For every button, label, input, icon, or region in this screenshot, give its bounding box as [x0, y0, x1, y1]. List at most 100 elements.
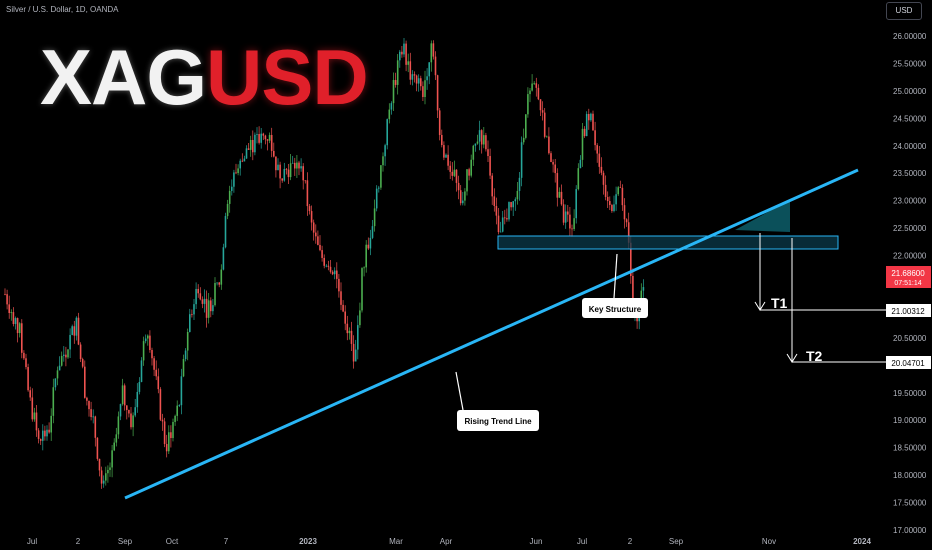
- candle-body: [396, 60, 399, 85]
- candle-body: [373, 208, 376, 227]
- candle-body: [455, 169, 458, 183]
- x-tick-label: Jul: [577, 537, 587, 546]
- candle-body: [123, 385, 126, 406]
- candle-body: [411, 74, 414, 80]
- candle-body: [147, 335, 149, 339]
- candle-body: [302, 166, 304, 181]
- candle-body: [184, 350, 187, 360]
- candle-body: [378, 187, 380, 189]
- candle-body: [44, 430, 46, 437]
- candle-body: [449, 165, 451, 172]
- key-structure-zone: [497, 235, 839, 250]
- candle-body: [285, 168, 288, 170]
- candle-body: [390, 103, 393, 110]
- candle-body: [451, 171, 454, 176]
- candle-body: [323, 257, 325, 266]
- candle-body: [254, 134, 256, 153]
- candle-body: [436, 75, 439, 111]
- candle-body: [459, 190, 462, 204]
- candle-body: [512, 201, 514, 208]
- candle-body: [363, 267, 365, 269]
- candle-body: [235, 172, 237, 174]
- candle-body: [348, 330, 351, 334]
- candle-body: [556, 173, 559, 198]
- candle-body: [365, 244, 367, 268]
- symbol-header[interactable]: Silver / U.S. Dollar, 1D, OANDA: [6, 5, 119, 14]
- candle-body: [573, 218, 575, 230]
- candle-body: [606, 196, 609, 202]
- candle-body: [518, 177, 521, 191]
- candle-body: [25, 358, 27, 368]
- candle-body: [291, 162, 294, 164]
- candle-body: [485, 135, 487, 150]
- candle-body: [67, 349, 69, 358]
- trend-line-callout[interactable]: Rising Trend Line: [457, 410, 539, 431]
- candle-body: [134, 407, 136, 416]
- candle-body: [262, 133, 265, 136]
- candle-body: [501, 217, 504, 232]
- candle-body: [275, 156, 277, 171]
- candle-body: [16, 318, 19, 334]
- candle-body: [4, 293, 6, 295]
- candle-body: [228, 190, 231, 204]
- t1-price-tag: 21.00312: [886, 304, 931, 317]
- candle-body: [625, 219, 628, 223]
- candle-body: [409, 61, 412, 80]
- key-structure-text: Key Structure: [589, 305, 642, 314]
- y-tick-label: 17.50000: [893, 499, 927, 508]
- y-tick-label: 18.50000: [893, 444, 927, 453]
- candle-body: [495, 205, 498, 216]
- candle-body: [609, 201, 611, 205]
- candle-body: [310, 211, 313, 223]
- candle-body: [457, 182, 460, 191]
- x-tick-label: Oct: [166, 537, 179, 546]
- candle-body: [29, 390, 31, 398]
- candle-body: [247, 148, 250, 150]
- candle-body: [413, 74, 416, 76]
- candle-body: [35, 412, 38, 431]
- candle-body: [428, 62, 430, 77]
- candle-body: [483, 135, 485, 145]
- candle-body: [426, 76, 428, 81]
- candle-body: [583, 128, 586, 137]
- candle-body: [105, 473, 107, 481]
- candle-body: [487, 149, 489, 157]
- candle-body: [63, 354, 65, 356]
- key-structure-pointer: [613, 253, 618, 299]
- rising-trend-line[interactable]: [124, 168, 859, 500]
- candle-body: [210, 300, 212, 312]
- candle-body: [352, 343, 355, 362]
- candle-body: [220, 269, 223, 285]
- candle-body: [176, 405, 178, 416]
- candle-body: [81, 359, 84, 367]
- candle-body: [71, 326, 73, 335]
- time-axis[interactable]: Jul 2 Sep Oct 7 2023 Mar Apr Jun Jul 2 Sep Nov 2024: [27, 537, 872, 546]
- candle-body: [195, 288, 197, 305]
- candle-body: [403, 43, 405, 55]
- key-structure-callout[interactable]: Key Structure: [582, 298, 648, 318]
- candle-body: [222, 247, 225, 270]
- candle-body: [42, 430, 44, 441]
- candle-body: [84, 366, 86, 398]
- candle-body: [344, 311, 346, 324]
- candle-body: [369, 237, 372, 249]
- candle-body: [178, 405, 181, 406]
- candle-body: [417, 78, 420, 84]
- y-tick-label: 22.50000: [893, 224, 927, 233]
- candle-body: [212, 305, 214, 312]
- candle-body: [216, 282, 218, 284]
- candle-body: [441, 134, 443, 146]
- currency-button[interactable]: USD: [886, 2, 922, 20]
- candle-body: [283, 168, 286, 181]
- t2-price-tag: 20.04701: [886, 356, 931, 369]
- candle-body: [627, 222, 630, 243]
- candle-body: [243, 158, 246, 162]
- y-tick-label: 24.50000: [893, 114, 927, 123]
- candle-body: [119, 404, 122, 417]
- candle-body: [182, 359, 185, 377]
- candle-body: [478, 130, 481, 142]
- candle-body: [640, 290, 643, 301]
- candle-body: [264, 135, 267, 140]
- candle-body: [535, 83, 538, 88]
